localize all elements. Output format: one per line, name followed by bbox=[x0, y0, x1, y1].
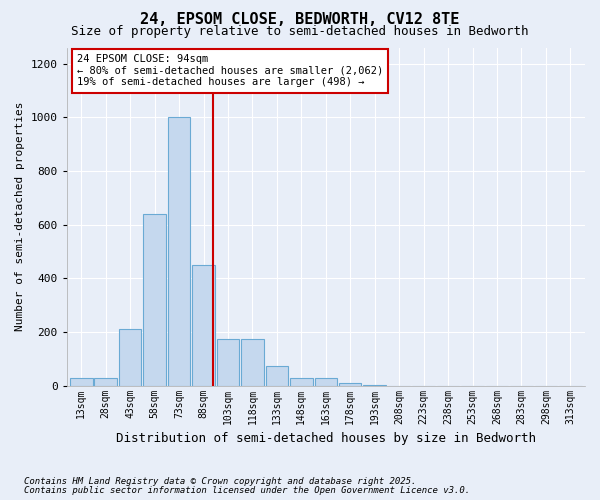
Bar bbox=[266, 366, 288, 386]
Text: Contains public sector information licensed under the Open Government Licence v3: Contains public sector information licen… bbox=[24, 486, 470, 495]
Bar bbox=[192, 265, 215, 386]
Bar bbox=[339, 383, 361, 386]
Text: Contains HM Land Registry data © Crown copyright and database right 2025.: Contains HM Land Registry data © Crown c… bbox=[24, 477, 416, 486]
Bar bbox=[168, 118, 190, 386]
Bar bbox=[70, 378, 92, 386]
Bar bbox=[241, 338, 263, 386]
Bar bbox=[143, 214, 166, 386]
Bar bbox=[94, 378, 117, 386]
Bar bbox=[290, 378, 313, 386]
X-axis label: Distribution of semi-detached houses by size in Bedworth: Distribution of semi-detached houses by … bbox=[116, 432, 536, 445]
Text: Size of property relative to semi-detached houses in Bedworth: Size of property relative to semi-detach… bbox=[71, 25, 529, 38]
Bar bbox=[119, 330, 142, 386]
Text: 24, EPSOM CLOSE, BEDWORTH, CV12 8TE: 24, EPSOM CLOSE, BEDWORTH, CV12 8TE bbox=[140, 12, 460, 28]
Bar bbox=[217, 338, 239, 386]
Y-axis label: Number of semi-detached properties: Number of semi-detached properties bbox=[15, 102, 25, 332]
Text: 24 EPSOM CLOSE: 94sqm
← 80% of semi-detached houses are smaller (2,062)
19% of s: 24 EPSOM CLOSE: 94sqm ← 80% of semi-deta… bbox=[77, 54, 383, 88]
Bar bbox=[314, 378, 337, 386]
Bar bbox=[364, 385, 386, 386]
